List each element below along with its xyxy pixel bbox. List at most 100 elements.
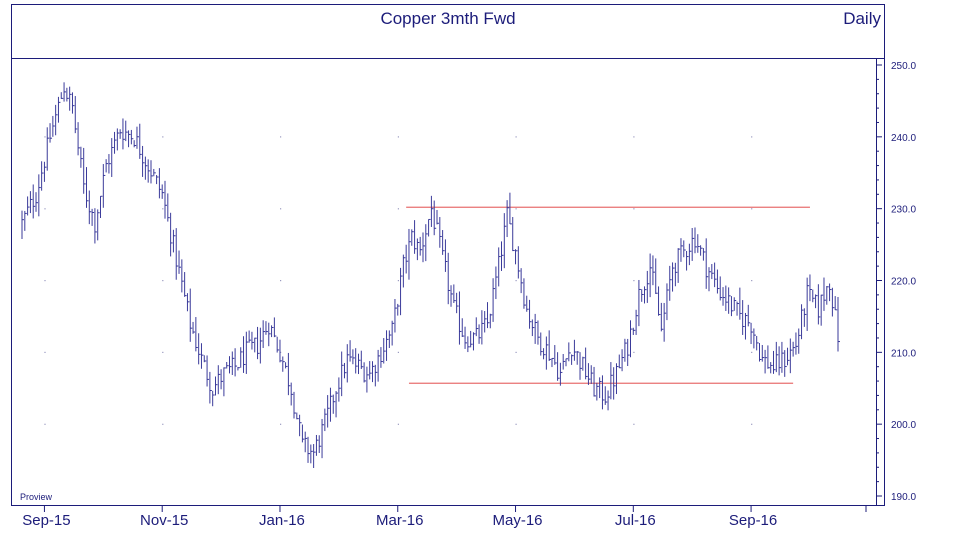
price-bar [422,232,425,263]
price-bar [214,376,218,396]
price-bar [237,366,240,371]
price-bar [781,341,784,373]
price-bar [374,364,378,387]
price-bar [613,367,616,400]
price-bar [46,127,50,171]
price-bar [607,390,611,411]
price-bar [321,418,325,459]
price-bar [108,154,111,174]
grid-dot [633,280,635,282]
price-bar [697,234,700,253]
price-bar [655,258,658,295]
price-bar [638,279,641,327]
price-bar [268,322,271,347]
price-bar [259,327,263,364]
price-bar [29,191,33,214]
price-bar [111,138,114,177]
price-bar [565,358,568,367]
price-bar [254,337,257,353]
chart-frame [11,4,885,506]
price-bar [60,92,64,99]
price-bar [714,262,717,288]
price-bar [571,354,574,365]
price-bar [472,332,476,351]
price-bar [170,212,173,257]
price-bar [192,321,196,334]
price-bar [658,286,661,316]
price-bar [756,335,759,351]
price-bar [484,311,487,333]
price-bar [136,126,139,149]
price-bar [601,375,605,410]
price-bar [439,217,442,248]
price-bar [627,338,630,366]
price-bar [534,313,538,344]
price-bars [21,82,840,468]
price-bar [531,319,535,337]
price-bar [279,339,282,363]
price-bar [189,288,193,342]
grid-dot [280,208,282,210]
price-bar [88,190,92,225]
price-bar [85,167,89,208]
price-bar [150,160,153,184]
price-bar [481,310,484,345]
price-bar [262,320,266,348]
price-bar [366,366,369,393]
price-bar [649,253,653,298]
grid-dot [397,280,399,282]
axes: 250.0 240.0 230.0 220.0 210.0 200.0 190.0 Sep-1… [22,61,916,529]
price-bar [142,145,145,177]
grid-dot [515,280,517,282]
price-bar [74,96,78,134]
price-bar [69,86,72,111]
price-bar [172,229,176,253]
grid-dot [751,136,753,138]
gridlines [44,136,753,425]
price-bar [296,412,299,420]
price-bar [694,227,697,254]
price-bar [719,276,723,301]
price-bar [265,321,268,335]
price-bar [770,362,773,374]
price-bar [562,353,566,370]
price-bar [147,159,151,183]
price-bar [198,333,201,365]
grid-dot [162,423,164,425]
price-bar [414,220,417,254]
price-bar [447,252,451,305]
price-bar [526,295,529,312]
price-bar [834,296,838,311]
price-bar [492,278,496,322]
grid-dot [44,280,46,282]
price-bar [282,356,285,372]
price-bar [100,195,103,219]
price-bar [405,244,409,274]
price-bar [823,277,826,311]
price-bar [624,338,627,362]
price-bar [691,228,695,261]
price-bar [313,444,316,468]
price-bar [688,243,692,266]
price-bar [416,238,420,261]
price-bar [377,349,381,382]
price-bar [621,349,625,372]
price-bar [641,289,644,302]
grid-dot [633,136,635,138]
grid-dot [280,280,282,282]
price-bar [329,387,333,422]
price-bar [576,351,580,365]
price-bar [618,354,622,369]
grid-dot [44,136,46,138]
price-bar [551,357,554,368]
price-bar [604,386,608,405]
x-tick-label: Mar-16 [376,512,424,529]
price-bar [57,96,61,123]
price-bar [335,391,339,418]
grid-dot [162,208,164,210]
grid-dot [397,208,399,210]
price-bar [744,312,748,340]
price-bar [178,250,182,274]
grid-dot [44,423,46,425]
